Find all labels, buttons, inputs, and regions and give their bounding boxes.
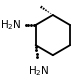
Text: H$_2$N: H$_2$N <box>0 18 22 32</box>
Text: H$_2$N: H$_2$N <box>28 64 49 78</box>
